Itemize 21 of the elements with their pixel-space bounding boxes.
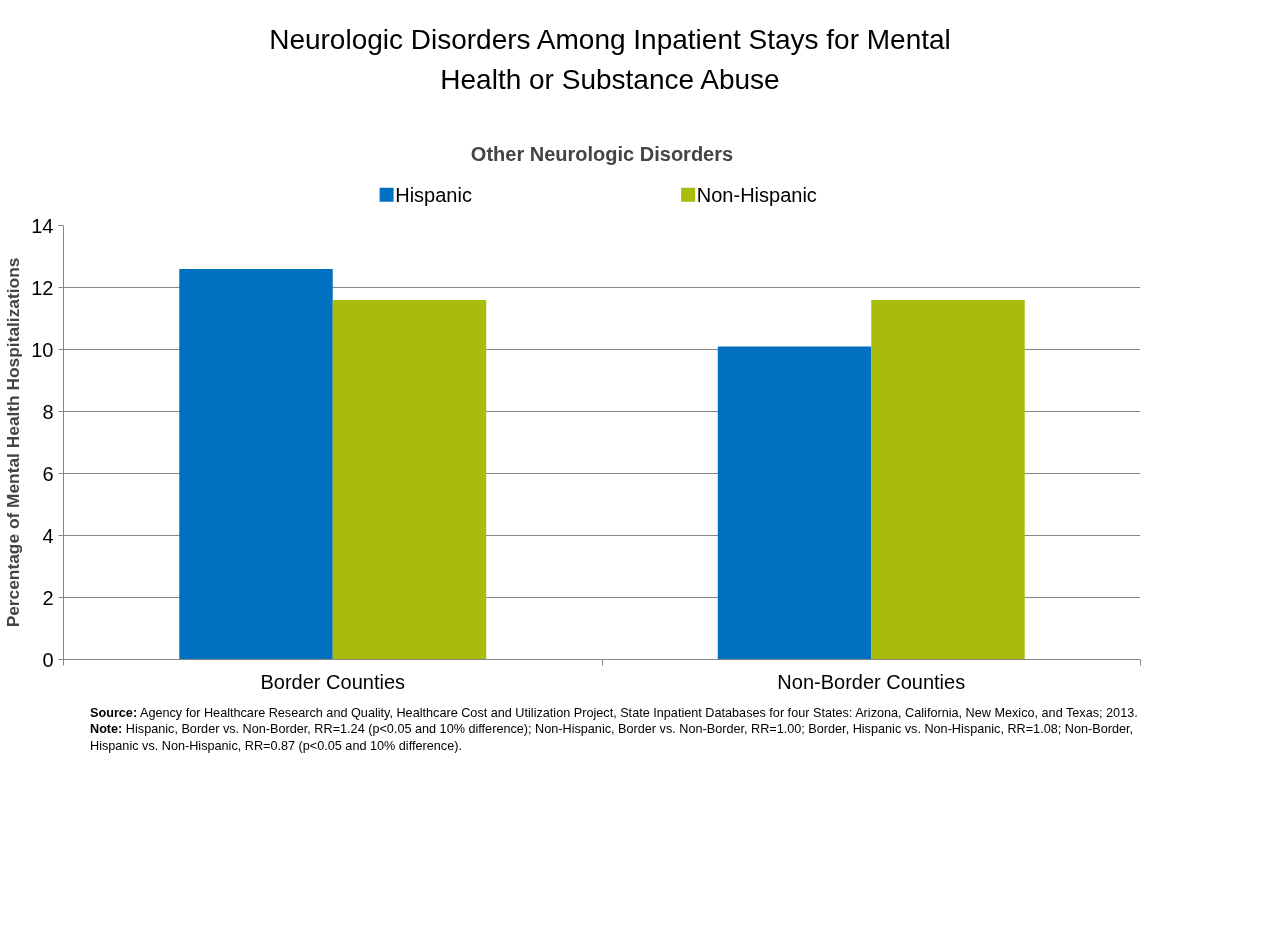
y-tick-label: 12 xyxy=(31,276,54,299)
bar xyxy=(332,299,487,660)
y-axis-title: Percentage of Mental Health Hospitalizations xyxy=(3,257,24,628)
y-tick-label: 0 xyxy=(42,648,54,671)
bar xyxy=(179,268,333,660)
y-tick-label: 10 xyxy=(31,338,54,361)
chart-subtitle: Other Neurologic Disorders xyxy=(470,142,734,165)
y-tick-label: 14 xyxy=(31,214,54,237)
legend-label: Hispanic xyxy=(395,183,472,206)
legend-label: Non-Hispanic xyxy=(696,183,817,206)
text: Note: Hispanic, Border vs. Non-Border, RR=1.24 (p<0.05 and 10% difference); Non-Hispanic, Border vs. Non-Border, RR=1.00; Border, Hispanic vs. Non-Hispanic, RR=1.08; Non-Border, Hispanic vs. Non-Hispanic, RR=0.87 (p<0.05 and 10% difference). xyxy=(90,722,1133,753)
bar xyxy=(871,299,1025,660)
y-tick-label: 4 xyxy=(42,524,54,547)
bar xyxy=(717,346,872,660)
x-tick-label: Border Counties xyxy=(260,670,406,693)
x-tick-label: Non-Border Counties xyxy=(777,670,966,693)
y-tick-label: 6 xyxy=(42,462,54,485)
chart-title: Neurologic Disorders Among Inpatient Stays for Mental Health or Substance Abuse xyxy=(268,23,952,97)
y-tick-label: 2 xyxy=(42,586,54,609)
y-tick-label: 8 xyxy=(42,400,54,423)
source-note: Source: Agency for Healthcare Research and Quality, Healthcare Cost and Utilization Project, State Inpatient Databases for four States: Arizona, California, New Mexico, and Texas; 2013. xyxy=(90,706,1138,720)
